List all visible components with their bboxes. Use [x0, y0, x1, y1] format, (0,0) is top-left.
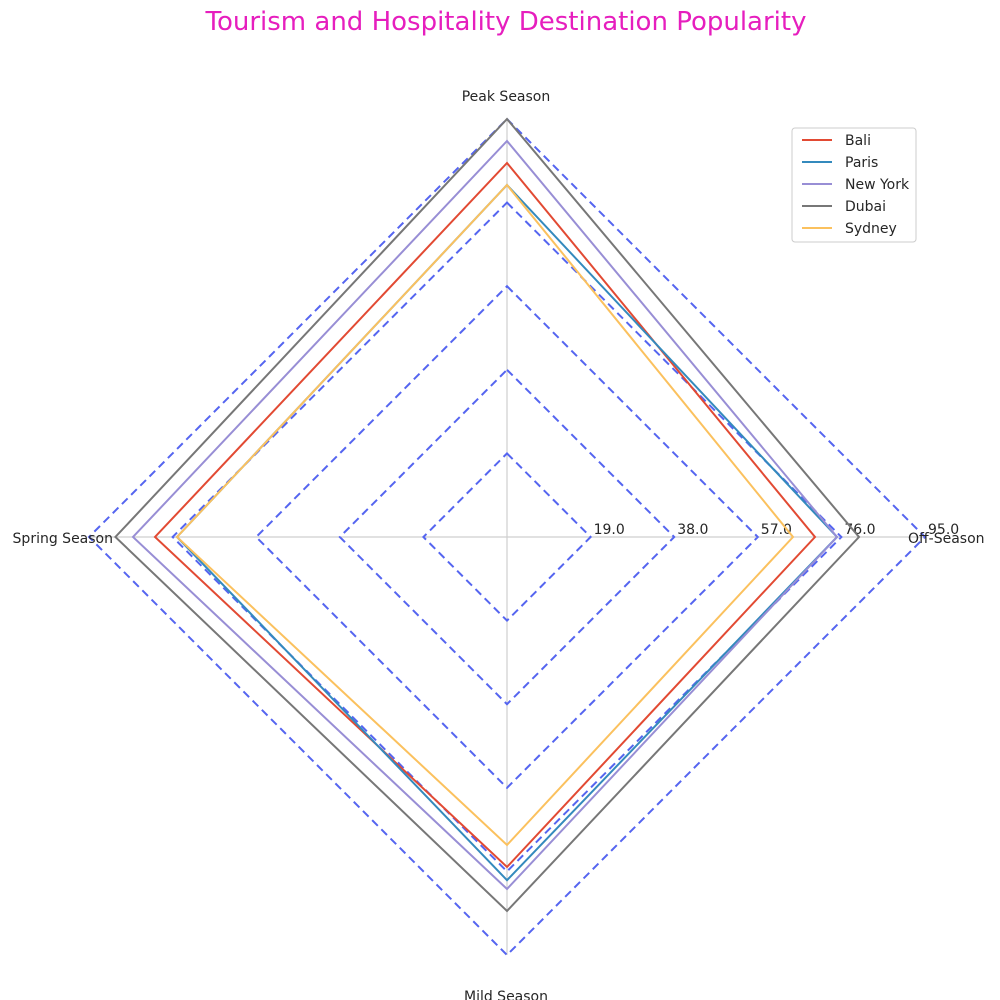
- series-lines: [113, 117, 861, 913]
- legend-label: New York: [845, 177, 910, 193]
- legend-label: Dubai: [845, 199, 886, 215]
- legend-label: Paris: [845, 155, 878, 171]
- grid-ring: [171, 201, 843, 873]
- tick-label: 95.0: [928, 522, 959, 538]
- axis-label: Mild Season: [464, 989, 548, 1000]
- axis-labels: Peak Season Off-Season Mild Season Spring S…: [13, 89, 985, 1000]
- series-line-sydney: [175, 183, 795, 847]
- tick-labels: 19.0 38.0 57.0 76.0 95.0: [594, 522, 960, 538]
- series-line-new-york: [131, 139, 839, 891]
- tick-label: 19.0: [594, 522, 625, 538]
- axis-label: Peak Season: [462, 89, 551, 105]
- legend-label: Bali: [845, 133, 871, 149]
- legend-label: Sydney: [845, 221, 897, 237]
- axis-label: Off-Season: [908, 531, 985, 547]
- grid-ring: [254, 284, 760, 790]
- series-line-bali: [153, 161, 817, 869]
- axis-label: Spring Season: [13, 531, 113, 547]
- grid-ring: [421, 451, 593, 623]
- tick-label: 76.0: [844, 522, 875, 538]
- legend-frame: [791, 127, 917, 243]
- legend: Bali Paris New York Dubai Sydney: [791, 127, 917, 243]
- chart-title: Tourism and Hospitality Destination Popu…: [205, 7, 807, 37]
- grid-rings: [87, 117, 927, 957]
- tick-label: 38.0: [677, 522, 708, 538]
- series-line-dubai: [113, 117, 861, 913]
- grid-ring: [338, 368, 676, 706]
- grid-ring: [87, 117, 927, 957]
- axis-spokes: [89, 119, 925, 955]
